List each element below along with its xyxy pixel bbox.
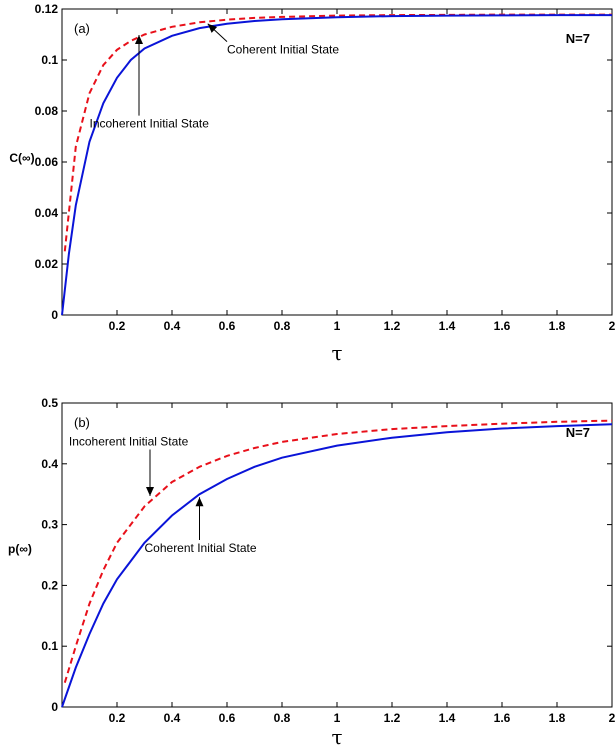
- y-tick-label: 0.3: [41, 518, 58, 532]
- x-tick-label: 2: [609, 711, 616, 725]
- annotation-text: Coherent Initial State: [145, 541, 257, 555]
- panel-label: (a): [74, 21, 90, 36]
- y-tick-label: 0.1: [41, 639, 58, 653]
- y-axis-label: p(∞): [8, 542, 32, 556]
- x-tick-label: 0.4: [164, 711, 181, 725]
- n-label: N=7: [566, 31, 590, 46]
- x-tick-label: 2: [609, 319, 616, 333]
- panel-label: (b): [74, 415, 90, 430]
- annotation-text: Coherent Initial State: [227, 43, 339, 57]
- x-tick-label: 1.8: [549, 711, 566, 725]
- incoherent-series-line: [63, 13, 612, 252]
- y-tick-label: 0.06: [35, 155, 59, 169]
- chart-panel-1: 0.2 0.4 0.6 0.8 1 1.2 1.4 1.6 1.8 2 0 0.1 0.2 0.3 0.4 0…: [8, 396, 616, 749]
- y-tick-label: 0.04: [35, 206, 59, 220]
- x-tick-label: 0.6: [219, 319, 236, 333]
- x-tick-label: 0.2: [109, 319, 126, 333]
- x-tick-label: 1: [334, 711, 341, 725]
- y-tick-label: 0.1: [41, 53, 58, 67]
- annotation-text: Incoherent Initial State: [90, 117, 210, 131]
- y-tick-label: 0.4: [41, 457, 58, 471]
- x-tick-label: 1: [334, 319, 341, 333]
- x-tick-label: 1.2: [384, 319, 401, 333]
- y-tick-label: 0.12: [35, 2, 59, 16]
- x-tick-label: 0.8: [274, 319, 291, 333]
- y-tick-label: 0: [51, 308, 58, 322]
- x-tick-label: 1.8: [549, 319, 566, 333]
- incoherent-series-line: [63, 419, 613, 683]
- y-tick-label: 0.5: [41, 396, 58, 410]
- arrowhead-icon: [195, 497, 204, 507]
- arrowhead-icon: [135, 35, 143, 45]
- x-tick-label: 1.6: [494, 319, 511, 333]
- x-tick-label: 1.2: [384, 711, 401, 725]
- chart-panel-0: 0.2 0.4 0.6 0.8 1 1.2 1.4 1.6 1.8 2 0 0.02 0.04 0.06 0…: [9, 2, 615, 365]
- arrowhead-icon: [207, 23, 218, 33]
- x-tick-label: 1.6: [494, 711, 511, 725]
- y-tick-label: 0: [51, 700, 58, 714]
- annotation-text: Incoherent Initial State: [69, 435, 189, 449]
- n-label: N=7: [566, 425, 590, 440]
- coherent-series-line: [61, 14, 612, 316]
- plot-frame: [61, 402, 613, 708]
- x-axis-label: τ: [331, 725, 342, 749]
- x-axis-label: τ: [331, 341, 342, 365]
- y-axis-label: C(∞): [9, 151, 34, 165]
- x-tick-label: 1.4: [439, 319, 456, 333]
- x-tick-label: 1.4: [439, 711, 456, 725]
- y-tick-label: 0.2: [41, 578, 58, 592]
- x-tick-label: 0.2: [109, 711, 126, 725]
- arrowhead-icon: [146, 487, 154, 497]
- x-tick-label: 0.6: [219, 711, 236, 725]
- y-tick-label: 0.08: [35, 104, 59, 118]
- x-tick-label: 0.8: [274, 711, 291, 725]
- x-tick-label: 0.4: [164, 319, 181, 333]
- y-tick-label: 0.02: [35, 257, 59, 271]
- coherent-series-line: [61, 423, 613, 708]
